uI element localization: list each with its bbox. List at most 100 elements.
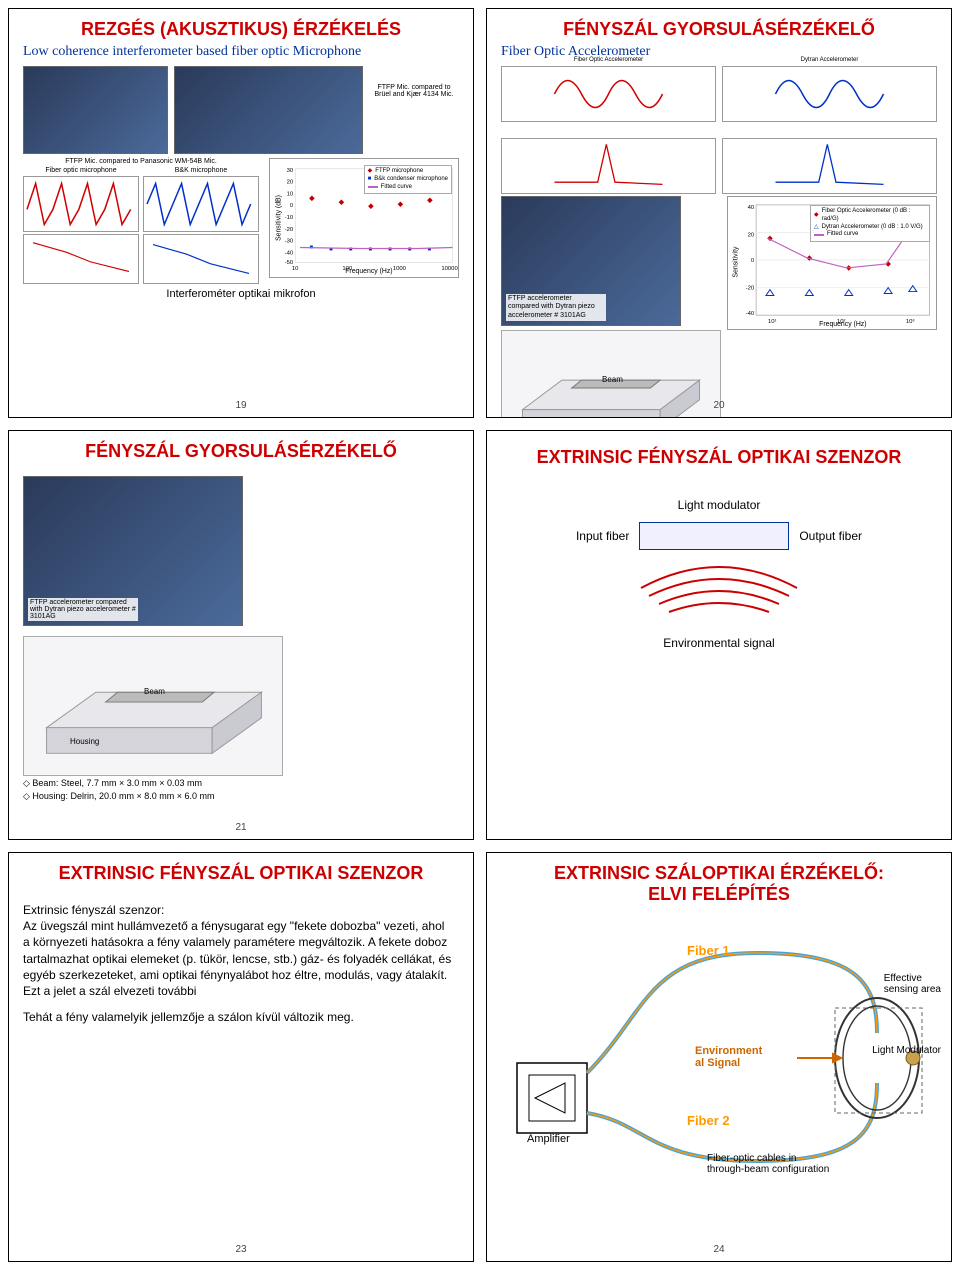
legend-ftfp: FTFP microphone — [375, 168, 423, 176]
accelerometer-photo: FTFP accelerometer compared with Dytran … — [23, 476, 243, 626]
accelerometer-photo: FTFP accelerometer compared with Dytran … — [501, 196, 681, 326]
output-fiber-label: Output fiber — [799, 529, 862, 543]
svg-text:-20: -20 — [746, 286, 755, 292]
svg-text:Sensitivity (dB): Sensitivity (dB) — [275, 195, 282, 241]
paragraph-2: Tehát a fény valamelyik jellemzője a szá… — [23, 1009, 453, 1025]
svg-text:-50: -50 — [285, 260, 294, 266]
svg-text:0: 0 — [290, 203, 294, 209]
slide-title: EXTRINSIC FÉNYSZÁL OPTIKAI SZENZOR — [501, 447, 937, 468]
slide-24: EXTRINSIC SZÁLOPTIKAI ÉRZÉKELŐ: ELVI FEL… — [486, 852, 952, 1262]
phase-time-chart — [23, 176, 139, 232]
slide-title: FÉNYSZÁL GYORSULÁSÉRZÉKELŐ — [501, 19, 937, 40]
mic-photo-1 — [23, 66, 168, 154]
slide-title: EXTRINSIC FÉNYSZÁL OPTIKAI SZENZOR — [23, 863, 459, 884]
chart-title-right: Dytran Accelerometer — [723, 57, 936, 63]
slide-title: REZGÉS (AKUSZTIKUS) ÉRZÉKELÉS — [23, 19, 459, 40]
ftfp-panasonic-label: FTFP Mic. compared to Panasonic WM-54B M… — [23, 158, 259, 165]
env-signal-label: Environmental signal — [501, 636, 937, 650]
voltage-time-chart — [143, 176, 259, 232]
signal-waves-icon — [501, 564, 937, 624]
legend-fit: Fitted curve — [381, 184, 412, 192]
iso-housing-label: Housing — [70, 737, 99, 746]
svg-text:1000: 1000 — [393, 266, 407, 272]
legend-dytran: Dytran Accelerometer (0 dB : 1.0 V/G) — [822, 224, 923, 232]
light-modulator-label: Light modulator — [501, 498, 937, 512]
fiber-mic-column-label: Fiber optic microphone — [23, 167, 139, 174]
iso-diagram: Beam Housing — [23, 636, 283, 776]
chart-title-left: Fiber Optic Accelerometer — [502, 57, 715, 63]
iso-legend-housing: ◇ Housing: Delrin, 20.0 mm × 8.0 mm × 6.… — [23, 791, 459, 802]
svg-text:-30: -30 — [285, 239, 294, 245]
svg-text:Sensitivity: Sensitivity — [732, 246, 739, 278]
effective-area-label: Effective sensing area — [884, 973, 941, 995]
legend-bk: B&k condenser microphone — [374, 176, 448, 184]
svg-text:10: 10 — [292, 266, 299, 272]
env-signal-label: Environment al Signal — [695, 1045, 762, 1069]
fiber2-label: Fiber 2 — [687, 1113, 730, 1128]
io-row: Input fiber Output fiber — [501, 522, 937, 550]
photo-label: FTFP accelerometer compared with Dytran … — [506, 294, 606, 321]
svg-text:30: 30 — [287, 168, 294, 174]
bk-mic-column-label: B&K microphone — [143, 167, 259, 174]
svg-text:20: 20 — [287, 180, 294, 186]
spectrum-right-chart — [722, 138, 937, 194]
slide-number: 21 — [235, 822, 246, 833]
iso-beam-label: Beam — [602, 375, 623, 384]
slide-23: EXTRINSIC FÉNYSZÁL OPTIKAI SZENZOR Extri… — [8, 852, 474, 1262]
spectrum-right-chart — [143, 234, 259, 284]
spectrum-left-chart — [23, 234, 139, 284]
slide-19: REZGÉS (AKUSZTIKUS) ÉRZÉKELÉS Low cohere… — [8, 8, 474, 418]
svg-text:10²: 10² — [837, 319, 846, 325]
modulator-box — [639, 522, 789, 550]
amplifier-label: Amplifier — [527, 1133, 570, 1145]
comparison-label: FTFP Mic. compared to Brüel and Kjær 413… — [369, 66, 459, 154]
svg-text:Frequency (Hz): Frequency (Hz) — [345, 268, 392, 275]
paragraph-1: Extrinsic fényszál szenzor: Az üvegszál … — [23, 902, 453, 999]
voltage-time-chart: Dytran Accelerometer — [722, 66, 937, 122]
svg-text:10: 10 — [287, 191, 294, 197]
svg-text:0: 0 — [751, 258, 755, 264]
slide-grid: REZGÉS (AKUSZTIKUS) ÉRZÉKELÉS Low cohere… — [8, 8, 952, 1262]
fiber1-label: Fiber 1 — [687, 943, 730, 958]
spectrum-left-chart — [501, 138, 716, 194]
sensitivity-legend: ◆FTFP microphone ■B&k condenser micropho… — [364, 165, 452, 194]
svg-text:-20: -20 — [285, 227, 294, 233]
accel-sensitivity-chart: 40200 -20-40 Sensitivity Frequency (Hz) … — [727, 196, 937, 330]
slide-20: FÉNYSZÁL GYORSULÁSÉRZÉKELŐ Fiber Optic A… — [486, 8, 952, 418]
through-beam-label: Fiber-optic cables in through-beam confi… — [707, 1153, 829, 1175]
svg-text:-10: -10 — [285, 215, 294, 221]
slide-number: 24 — [713, 1244, 724, 1255]
slide-number: 20 — [713, 400, 724, 411]
slide-number: 23 — [235, 1244, 246, 1255]
slide-extrinsic-sensor: EXTRINSIC FÉNYSZÁL OPTIKAI SZENZOR Light… — [486, 430, 952, 840]
photo-label: FTFP accelerometer compared with Dytran … — [28, 598, 138, 621]
light-modulator-label: Light Modulator — [872, 1045, 941, 1056]
legend-fit: Fitted curve — [827, 231, 858, 239]
sensitivity-chart: Frequency (Hz) Sensitivity (dB) 10 100 1… — [269, 158, 459, 278]
slide-title: FÉNYSZÁL GYORSULÁSÉRZÉKELŐ — [23, 441, 459, 462]
svg-text:40: 40 — [748, 205, 755, 211]
body-text: Extrinsic fényszál szenzor: Az üvegszál … — [23, 902, 459, 1025]
iso-beam-label: Beam — [144, 687, 165, 696]
input-fiber-label: Input fiber — [576, 529, 629, 543]
slide-title: EXTRINSIC SZÁLOPTIKAI ÉRZÉKELŐ: — [501, 863, 937, 884]
iso-diagram: Beam Housing — [501, 330, 721, 418]
svg-text:10000: 10000 — [441, 266, 458, 272]
svg-text:10³: 10³ — [906, 319, 915, 325]
svg-text:-40: -40 — [746, 311, 755, 317]
svg-text:20: 20 — [748, 232, 755, 238]
slide-subtitle: Low coherence interferometer based fiber… — [23, 44, 459, 60]
svg-text:100: 100 — [342, 266, 353, 272]
accel-legend: ◆Fiber Optic Accelerometer (0 dB : rad/G… — [810, 205, 930, 242]
slide-caption: Interferométer optikai mikrofon — [23, 288, 459, 300]
iso-legend-beam: ◇ Beam: Steel, 7.7 mm × 3.0 mm × 0.03 mm — [23, 778, 459, 789]
mic-photo-2 — [174, 66, 363, 154]
phase-time-chart: Fiber Optic Accelerometer — [501, 66, 716, 122]
legend-foa: Fiber Optic Accelerometer (0 dB : rad/G) — [822, 208, 926, 224]
slide-number: 19 — [235, 400, 246, 411]
svg-text:10¹: 10¹ — [768, 319, 777, 325]
iso-housing-label: Housing — [542, 417, 571, 418]
slide-title-2: ELVI FELÉPÍTÉS — [501, 884, 937, 905]
svg-text:-40: -40 — [285, 250, 294, 256]
slide-21: FÉNYSZÁL GYORSULÁSÉRZÉKELŐ FTFP accelero… — [8, 430, 474, 840]
